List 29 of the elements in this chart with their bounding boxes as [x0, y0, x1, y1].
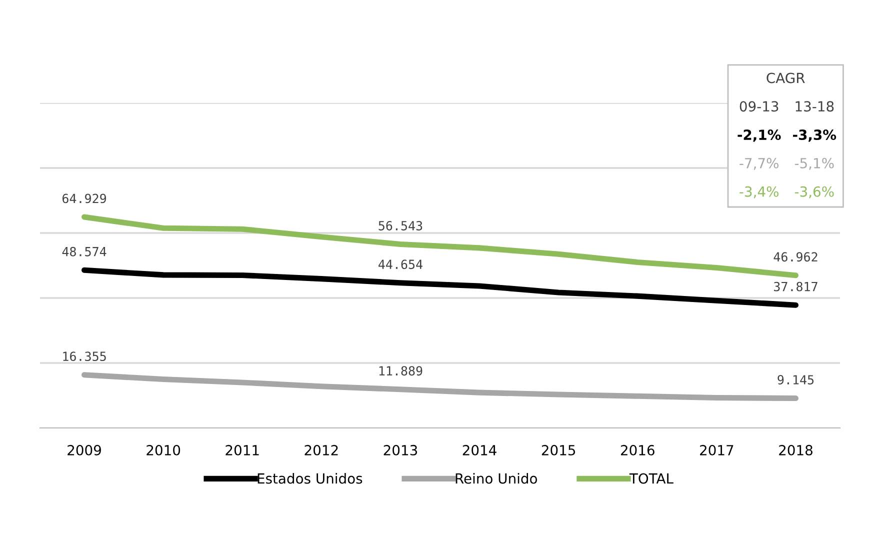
data-label: 11.889 — [379, 366, 422, 376]
x-tick-label: 2011 — [226, 444, 259, 456]
data-label: 16.355 — [63, 352, 106, 362]
annotation: -3,3% — [793, 130, 836, 142]
data-label: 37.817 — [774, 282, 818, 292]
data-label: 46.962 — [774, 252, 818, 262]
annotation: 09-13 — [740, 101, 778, 112]
x-tick-label: 2018 — [779, 444, 812, 456]
x-tick-label: 2015 — [542, 444, 576, 456]
x-tick-label: 2009 — [68, 444, 101, 456]
x-tick-label: 2014 — [462, 444, 496, 456]
x-tick-label: 2012 — [304, 444, 338, 456]
data-label: 56.543 — [378, 220, 422, 230]
x-tick-label: 2013 — [384, 444, 418, 456]
annotation: -2,1% — [738, 130, 781, 142]
x-tick-label: 2016 — [620, 444, 654, 456]
annotation: 13-18 — [796, 101, 834, 112]
x-tick-label: 2010 — [146, 444, 180, 456]
data-label: 64.929 — [62, 194, 106, 204]
annotation: -3,6% — [794, 186, 834, 198]
x-tick-label: 2017 — [700, 444, 734, 456]
legend-label: Reino Unido — [456, 473, 538, 484]
annotation: -3,4% — [740, 186, 778, 198]
annotation: -5,1% — [794, 158, 834, 170]
data-label: 9.145 — [778, 375, 814, 384]
text: CAGR — [766, 72, 805, 84]
annotation: -7,7% — [740, 158, 778, 170]
data-label: 48.574 — [62, 246, 106, 256]
data-label: 44.654 — [378, 260, 422, 270]
